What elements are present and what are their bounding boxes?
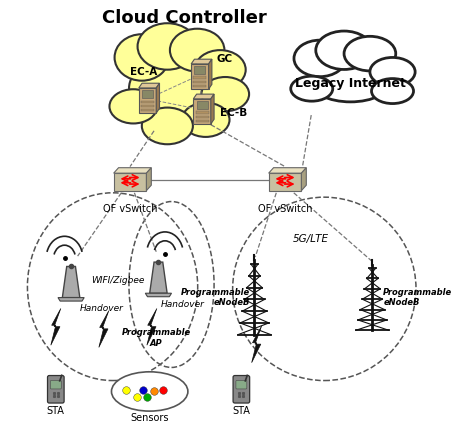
FancyBboxPatch shape bbox=[50, 381, 61, 389]
Text: GC: GC bbox=[217, 54, 233, 64]
Ellipse shape bbox=[291, 76, 333, 101]
FancyBboxPatch shape bbox=[236, 381, 247, 389]
Ellipse shape bbox=[111, 372, 188, 411]
Ellipse shape bbox=[142, 108, 193, 144]
Text: 5G/LTE: 5G/LTE bbox=[293, 233, 329, 244]
Polygon shape bbox=[191, 59, 212, 64]
Text: EC-A: EC-A bbox=[129, 67, 157, 77]
Text: Cloud Controller: Cloud Controller bbox=[102, 9, 267, 27]
Polygon shape bbox=[197, 101, 208, 109]
Polygon shape bbox=[99, 311, 109, 347]
Polygon shape bbox=[156, 83, 160, 113]
Polygon shape bbox=[63, 266, 80, 297]
Text: Handover: Handover bbox=[161, 300, 204, 309]
Polygon shape bbox=[142, 90, 153, 98]
Text: STA: STA bbox=[47, 406, 65, 416]
Text: Sensors: Sensors bbox=[130, 413, 169, 423]
Polygon shape bbox=[139, 88, 156, 113]
Polygon shape bbox=[114, 173, 146, 191]
Polygon shape bbox=[114, 168, 151, 173]
Text: STA: STA bbox=[232, 406, 250, 416]
Ellipse shape bbox=[372, 78, 413, 103]
Ellipse shape bbox=[115, 34, 169, 81]
Ellipse shape bbox=[316, 31, 373, 70]
Ellipse shape bbox=[201, 77, 249, 111]
Ellipse shape bbox=[182, 102, 229, 137]
Polygon shape bbox=[58, 297, 84, 301]
Polygon shape bbox=[139, 83, 160, 88]
Polygon shape bbox=[51, 308, 61, 345]
Polygon shape bbox=[141, 109, 154, 111]
Polygon shape bbox=[195, 111, 209, 113]
Polygon shape bbox=[269, 173, 301, 191]
Text: OF vSwitch: OF vSwitch bbox=[258, 204, 312, 214]
Polygon shape bbox=[191, 64, 209, 89]
Text: OF vSwitch: OF vSwitch bbox=[103, 204, 157, 214]
Polygon shape bbox=[146, 293, 172, 297]
Text: WIFI/Zigbee: WIFI/Zigbee bbox=[91, 276, 144, 285]
Polygon shape bbox=[147, 308, 157, 345]
Polygon shape bbox=[269, 168, 306, 173]
Ellipse shape bbox=[170, 29, 224, 71]
Ellipse shape bbox=[109, 89, 157, 124]
FancyBboxPatch shape bbox=[233, 375, 250, 403]
Text: Legacy Internet: Legacy Internet bbox=[295, 77, 406, 90]
Text: Programmable
eNodeB: Programmable eNodeB bbox=[383, 288, 452, 307]
Polygon shape bbox=[195, 120, 209, 122]
Text: Programmable
eNodeB: Programmable eNodeB bbox=[181, 288, 250, 307]
Ellipse shape bbox=[310, 61, 391, 102]
Polygon shape bbox=[211, 94, 214, 124]
Text: Programmable
AP: Programmable AP bbox=[122, 328, 191, 347]
Text: Handover: Handover bbox=[80, 304, 124, 313]
Ellipse shape bbox=[129, 57, 223, 119]
Polygon shape bbox=[193, 99, 211, 124]
FancyBboxPatch shape bbox=[47, 375, 64, 403]
Polygon shape bbox=[193, 77, 207, 79]
Polygon shape bbox=[193, 81, 207, 83]
Ellipse shape bbox=[294, 40, 346, 77]
Polygon shape bbox=[209, 59, 212, 89]
Polygon shape bbox=[252, 326, 262, 363]
Ellipse shape bbox=[137, 23, 197, 70]
Polygon shape bbox=[193, 94, 214, 99]
Polygon shape bbox=[301, 168, 306, 191]
Polygon shape bbox=[141, 105, 154, 107]
Polygon shape bbox=[146, 168, 151, 191]
Ellipse shape bbox=[344, 36, 396, 71]
Ellipse shape bbox=[370, 57, 415, 86]
Polygon shape bbox=[193, 85, 207, 87]
Polygon shape bbox=[141, 100, 154, 102]
Polygon shape bbox=[195, 116, 209, 118]
Polygon shape bbox=[194, 66, 205, 74]
Polygon shape bbox=[150, 262, 167, 293]
Ellipse shape bbox=[195, 50, 246, 89]
Text: EC-B: EC-B bbox=[219, 108, 247, 118]
